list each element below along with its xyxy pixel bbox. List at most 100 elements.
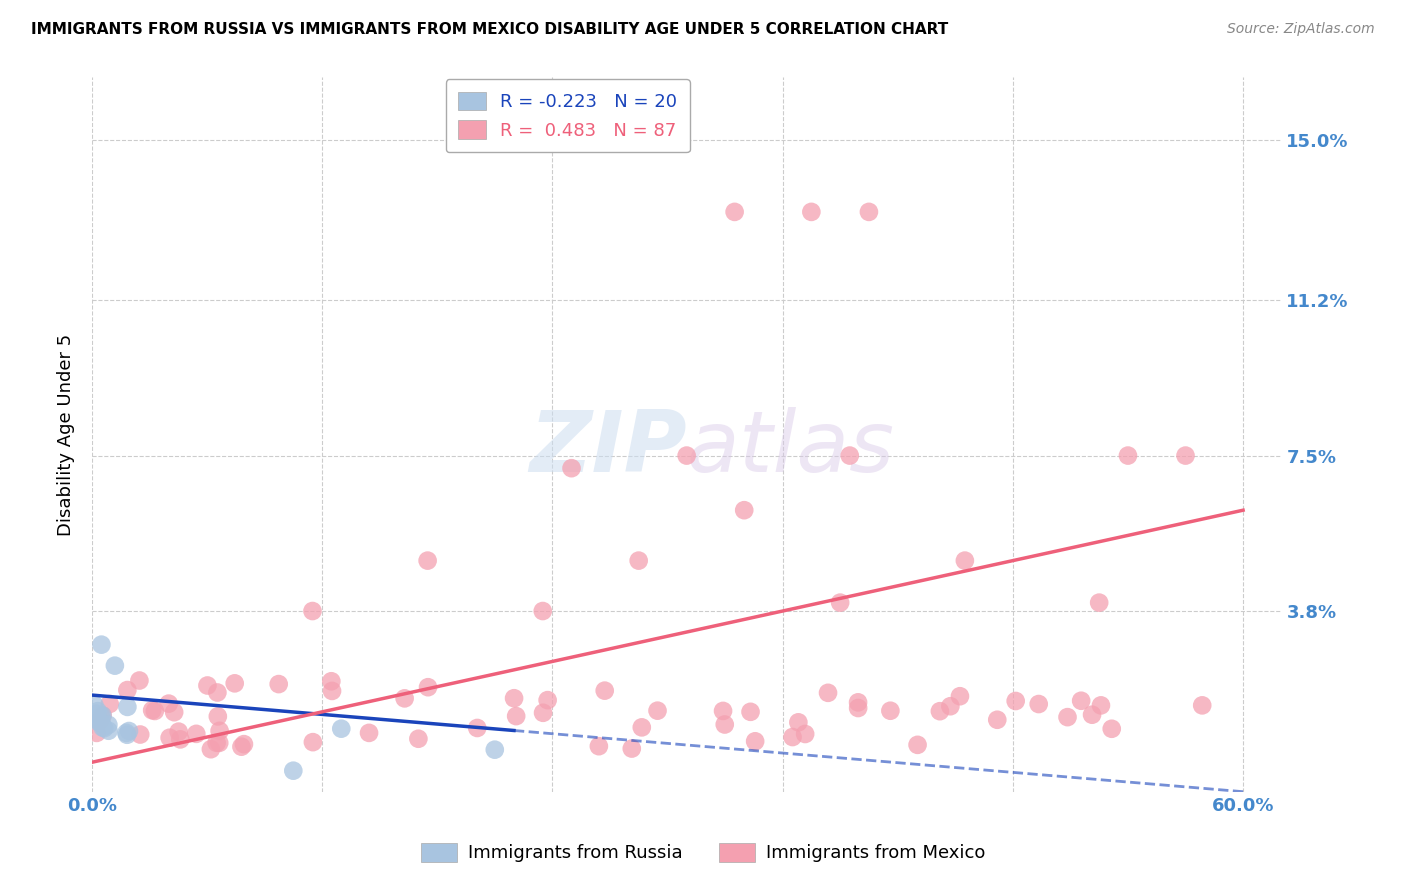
Point (141, 703, 163, 717)
Point (723, 205, 745, 219)
Point (321, 674, 343, 689)
Point (330, 722, 353, 736)
Point (197, 678, 219, 692)
Text: ZIP: ZIP (529, 408, 686, 491)
Point (205, 736, 228, 750)
Legend: Immigrants from Russia, Immigrants from Mexico: Immigrants from Russia, Immigrants from … (413, 836, 993, 870)
Point (186, 727, 208, 741)
Point (879, 704, 901, 718)
Point (87, 714, 110, 729)
Point (503, 691, 526, 706)
Point (939, 699, 962, 714)
Point (713, 717, 735, 731)
Point (157, 697, 180, 711)
Point (1056, 710, 1078, 724)
Point (97, 718, 120, 732)
Point (408, 731, 430, 746)
Point (740, 705, 762, 719)
Point (1191, 698, 1213, 713)
Point (283, 764, 305, 778)
Point (817, 686, 839, 700)
Point (830, 596, 852, 610)
Point (416, 553, 439, 567)
Point (953, 553, 976, 567)
Y-axis label: Disability Age Under 5: Disability Age Under 5 (58, 334, 75, 536)
Text: atlas: atlas (686, 408, 894, 491)
Point (91, 721, 114, 735)
Point (143, 704, 166, 718)
Point (846, 695, 869, 709)
Text: IMMIGRANTS FROM RUSSIA VS IMMIGRANTS FROM MEXICO DISABILITY AGE UNDER 5 CORRELAT: IMMIGRANTS FROM RUSSIA VS IMMIGRANTS FRO… (31, 22, 948, 37)
Point (86, 706, 108, 721)
Point (129, 727, 152, 741)
Point (838, 449, 860, 463)
Point (1028, 697, 1050, 711)
Point (794, 727, 817, 741)
Point (224, 676, 246, 690)
Point (357, 726, 380, 740)
Point (207, 685, 229, 699)
Point (907, 738, 929, 752)
Point (87, 704, 110, 718)
Legend: R = -0.223   N = 20, R =  0.483   N = 87: R = -0.223 N = 20, R = 0.483 N = 87 (446, 79, 689, 153)
Point (846, 701, 869, 715)
Point (1174, 449, 1197, 463)
Point (787, 715, 810, 730)
Point (83, 698, 105, 712)
Point (167, 724, 190, 739)
Point (117, 683, 139, 698)
Point (588, 739, 610, 754)
Point (169, 732, 191, 747)
Point (1004, 694, 1026, 708)
Point (208, 736, 231, 750)
Point (90, 716, 112, 731)
Point (1070, 694, 1092, 708)
Point (118, 724, 141, 739)
Point (91, 708, 114, 723)
Point (465, 721, 488, 735)
Point (231, 739, 253, 754)
Point (416, 680, 439, 694)
Point (986, 713, 1008, 727)
Point (647, 704, 669, 718)
Point (89, 713, 111, 727)
Point (800, 205, 823, 219)
Point (1081, 707, 1104, 722)
Point (208, 723, 231, 738)
Point (115, 728, 138, 742)
Point (711, 704, 734, 718)
Point (90, 708, 112, 723)
Point (505, 709, 527, 723)
Point (484, 742, 506, 756)
Point (1090, 698, 1112, 713)
Point (233, 737, 256, 751)
Point (91, 708, 114, 723)
Point (858, 205, 880, 219)
Point (949, 690, 972, 704)
Point (128, 673, 150, 688)
Point (1088, 596, 1111, 610)
Point (620, 741, 643, 756)
Point (86, 726, 108, 740)
Point (593, 683, 616, 698)
Point (782, 730, 804, 744)
Point (163, 705, 186, 719)
Point (394, 691, 416, 706)
Point (200, 742, 222, 756)
Point (733, 503, 755, 517)
Point (159, 731, 181, 745)
Point (115, 726, 138, 740)
Point (744, 734, 766, 748)
Point (104, 658, 127, 673)
Point (627, 553, 650, 567)
Point (97, 723, 120, 738)
Point (267, 677, 290, 691)
Point (630, 720, 652, 734)
Point (98, 697, 121, 711)
Point (90, 638, 112, 652)
Point (321, 684, 343, 698)
Point (117, 700, 139, 714)
Point (301, 604, 323, 618)
Point (1116, 449, 1139, 463)
Point (302, 735, 325, 749)
